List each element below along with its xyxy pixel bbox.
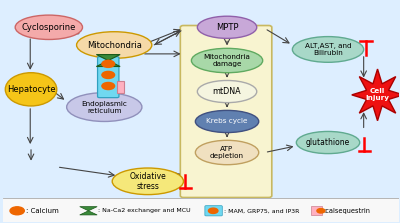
Ellipse shape [195,110,259,132]
Ellipse shape [195,140,259,165]
Polygon shape [96,60,120,66]
Ellipse shape [76,32,152,58]
Text: Mitochondria
damage: Mitochondria damage [204,54,250,67]
Circle shape [102,83,114,90]
Text: Krebs cycle: Krebs cycle [206,118,248,124]
Text: Mitochondria: Mitochondria [87,41,142,50]
FancyBboxPatch shape [116,81,124,93]
FancyBboxPatch shape [180,25,272,198]
FancyBboxPatch shape [205,206,222,216]
Ellipse shape [15,15,82,39]
Bar [3,198,399,222]
Text: :calsequestrin: :calsequestrin [323,208,370,214]
Circle shape [102,71,114,78]
FancyBboxPatch shape [311,206,322,215]
Text: : MAM, GRP75, and IP3R: : MAM, GRP75, and IP3R [224,208,300,213]
Ellipse shape [192,48,263,73]
Text: ATP
depletion: ATP depletion [210,146,244,159]
Circle shape [102,60,114,67]
FancyBboxPatch shape [98,57,119,98]
Ellipse shape [67,93,142,122]
Circle shape [208,208,218,213]
Text: : Na-Ca2 exchanger and MCU: : Na-Ca2 exchanger and MCU [98,208,190,213]
Text: Cell
Injury: Cell Injury [366,88,390,101]
Polygon shape [80,211,97,215]
Ellipse shape [5,73,57,106]
Text: MPTP: MPTP [216,23,238,32]
Ellipse shape [197,81,257,103]
Text: Cyclosporine: Cyclosporine [22,23,76,32]
Ellipse shape [112,168,184,195]
Polygon shape [80,207,97,211]
Text: Oxidative
stress: Oxidative stress [130,172,166,191]
Text: : Calcium: : Calcium [26,208,59,214]
Ellipse shape [292,37,364,62]
Ellipse shape [197,16,257,38]
Text: ALT,AST, and
Bilirubin: ALT,AST, and Bilirubin [305,43,351,56]
Text: glutathione: glutathione [306,138,350,147]
Ellipse shape [296,131,360,154]
Text: Endoplasmic
reticulum: Endoplasmic reticulum [81,101,127,114]
Polygon shape [96,55,120,60]
Circle shape [317,209,325,213]
Text: mtDNA: mtDNA [213,87,241,96]
Text: Hepatocyte: Hepatocyte [7,85,55,94]
Circle shape [10,207,24,215]
Polygon shape [352,69,400,121]
